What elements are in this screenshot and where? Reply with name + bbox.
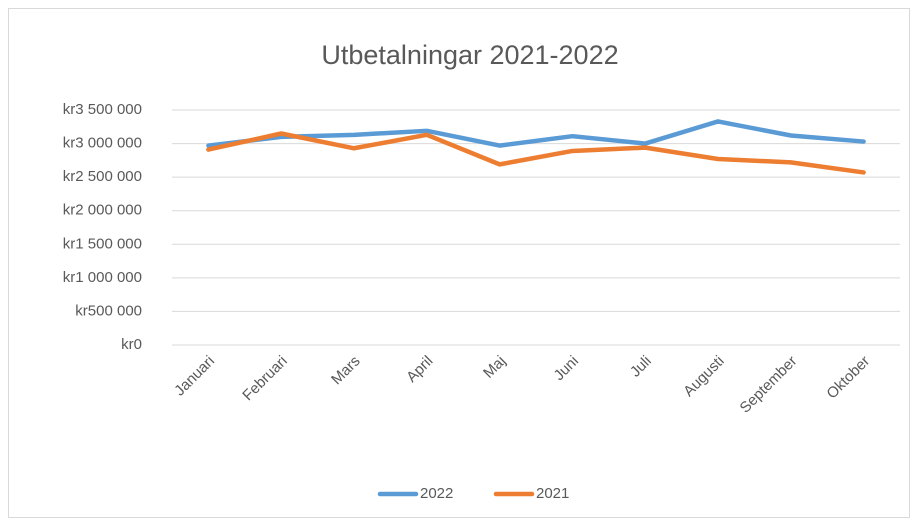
y-tick-label: kr0 <box>121 336 142 353</box>
line-series <box>206 119 866 148</box>
line-series <box>206 131 866 175</box>
y-tick-label: kr1 500 000 <box>63 235 142 252</box>
legend-label: 2022 <box>420 485 453 502</box>
y-tick-label: kr3 500 000 <box>63 101 142 118</box>
y-tick-label: kr2 500 000 <box>63 168 142 185</box>
chart-border <box>8 8 910 518</box>
chart-title: Utbetalningar 2021-2022 <box>321 40 618 70</box>
y-tick-label: kr2 000 000 <box>63 202 142 219</box>
y-tick-label: kr500 000 <box>75 302 142 319</box>
y-tick-label: kr3 000 000 <box>63 135 142 152</box>
legend-label: 2021 <box>536 485 569 502</box>
y-tick-label: kr1 000 000 <box>63 269 142 286</box>
